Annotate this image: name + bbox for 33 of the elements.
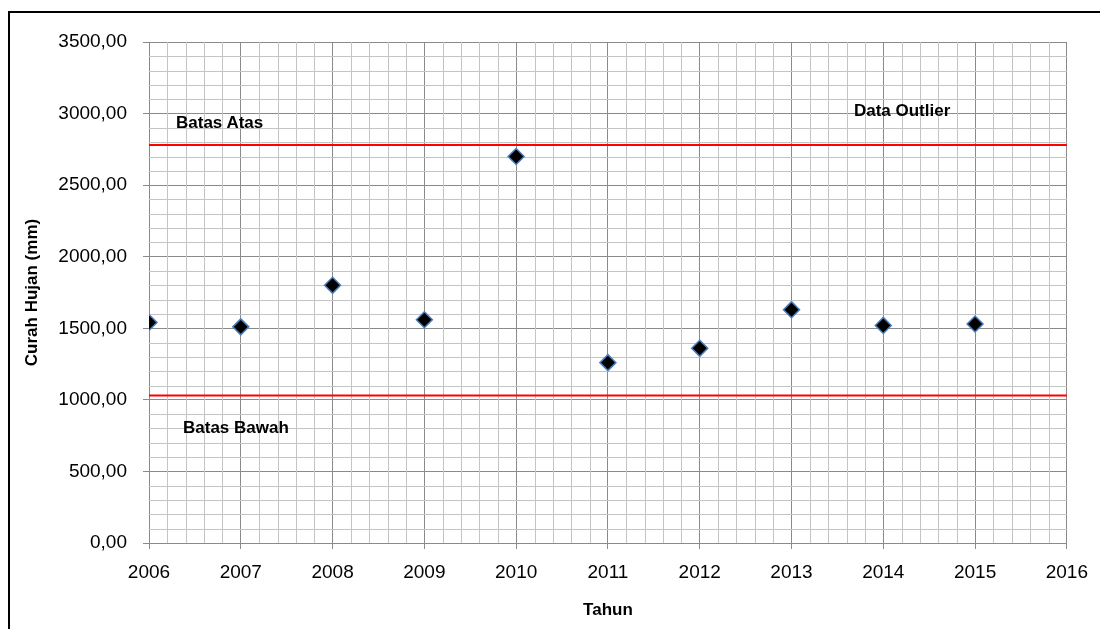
x-tick-label: 2013 xyxy=(770,560,813,582)
x-tick-label: 2011 xyxy=(587,560,629,582)
x-axis-title: Tahun xyxy=(583,600,633,620)
point xyxy=(874,316,893,335)
x-tick-label: 2009 xyxy=(403,560,446,582)
y-tick-label: 1000,00 xyxy=(58,388,127,410)
point xyxy=(782,300,801,319)
y-tick-label: 0,00 xyxy=(90,531,127,553)
y-tick-label: 1500,00 xyxy=(58,316,127,338)
x-tick-label: 2014 xyxy=(862,560,905,582)
x-tick-label: 2008 xyxy=(311,560,354,582)
point xyxy=(690,339,709,358)
point xyxy=(966,315,984,333)
x-tick-label: 2010 xyxy=(495,560,538,582)
x-tick-label: 2007 xyxy=(219,560,262,582)
ref-line-label: Batas Bawah xyxy=(183,418,289,438)
x-tick-label: 2012 xyxy=(678,560,721,582)
x-tick-label: 2006 xyxy=(127,560,171,582)
y-tick-label: 500,00 xyxy=(68,459,127,481)
y-tick-label: 3000,00 xyxy=(58,101,127,123)
y-tick-label: 3500,00 xyxy=(58,30,127,52)
annotation: Data Outlier xyxy=(853,101,951,121)
x-tick-label: 2015 xyxy=(953,560,997,582)
y-axis-title: Curah Hujan (mm) xyxy=(21,218,41,367)
x-tick-label: 2016 xyxy=(1045,560,1089,582)
point xyxy=(323,276,342,295)
y-tick-label: 2500,00 xyxy=(58,173,127,195)
point xyxy=(232,318,250,336)
point xyxy=(507,147,525,166)
y-tick-label: 2000,00 xyxy=(58,244,127,266)
ref-line-label: Batas Atas xyxy=(176,112,264,132)
point xyxy=(415,310,434,329)
point xyxy=(599,353,617,372)
